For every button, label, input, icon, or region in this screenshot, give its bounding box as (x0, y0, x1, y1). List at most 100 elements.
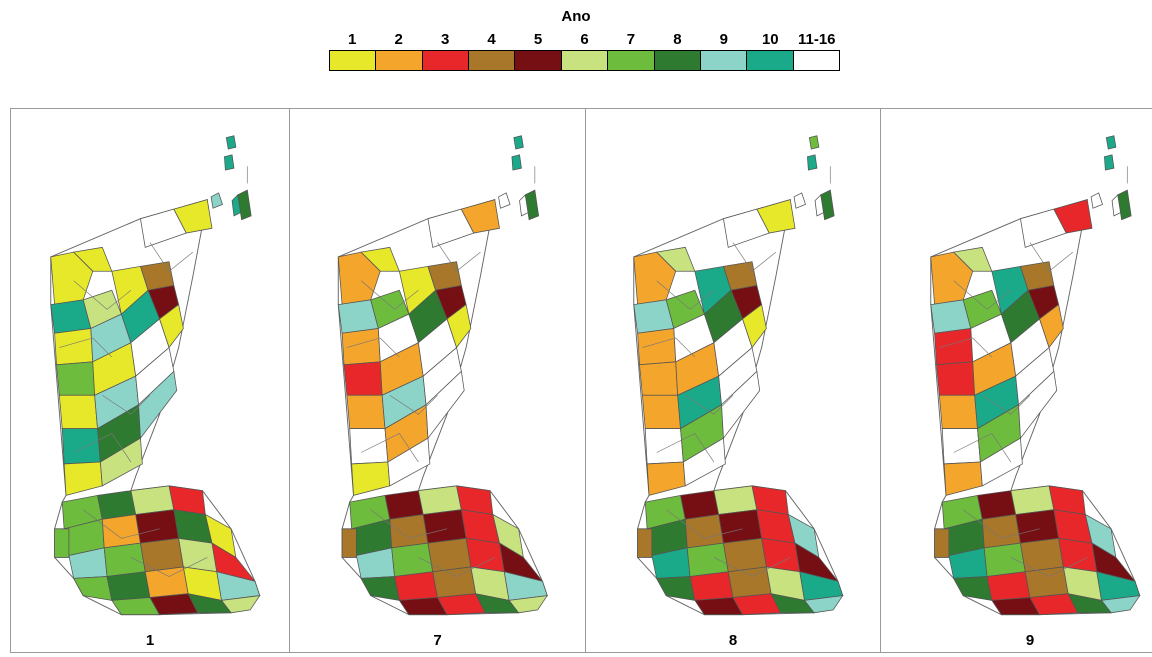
legend-label: 10 (761, 31, 779, 48)
island-stand (1105, 135, 1117, 150)
stand-polygon (723, 537, 767, 573)
legend-label: 4 (487, 31, 496, 48)
island-stand (513, 135, 524, 150)
stand-polygon (99, 437, 143, 487)
stand-polygon (346, 394, 386, 430)
stand-polygon (689, 571, 734, 601)
stand-polygon (686, 542, 729, 577)
stand-polygon (803, 595, 844, 614)
stand-polygon (446, 303, 472, 349)
map (337, 135, 549, 616)
stand-boundary (953, 280, 1012, 310)
stand-boundary (1010, 557, 1088, 577)
map (633, 135, 844, 616)
stand-boundary (59, 337, 113, 358)
stand-boundary (73, 280, 132, 310)
island-stand (498, 192, 511, 209)
legend-label: 3 (440, 31, 450, 48)
island-stand (224, 154, 235, 171)
stand-polygon (343, 361, 383, 396)
stand-polygon (425, 370, 465, 440)
legend-swatch (561, 51, 609, 70)
stand-polygon (173, 199, 213, 234)
island-stand (1104, 154, 1115, 171)
stand-polygon (508, 595, 549, 614)
legend-swatch (793, 51, 839, 70)
stand-polygon (1018, 370, 1058, 440)
legend-label: 8 (673, 31, 682, 48)
stand-polygon (54, 328, 94, 366)
stand-boundary (953, 432, 1012, 463)
stand-polygon (644, 428, 684, 465)
stand-boundary (666, 509, 743, 539)
stand-boundary (642, 337, 696, 358)
legend-swatch (608, 51, 655, 70)
stand-polygon (953, 576, 993, 601)
stand-boundary (418, 557, 495, 577)
island-stand (808, 135, 820, 150)
island-stand (1117, 189, 1132, 221)
stand-polygon (1100, 595, 1141, 614)
stand-polygon (101, 514, 141, 549)
stand-polygon (106, 571, 151, 601)
stand-polygon (682, 437, 726, 487)
stand-boundary (389, 394, 438, 415)
island-stand (793, 192, 806, 209)
stand-polygon (1024, 566, 1069, 598)
legend-title: Ano (561, 8, 591, 25)
stand-boundary (963, 509, 1040, 539)
stand-polygon (684, 514, 724, 549)
map-panel: 9 (880, 108, 1152, 653)
stand-boundary (83, 509, 160, 539)
stand-boundary (73, 432, 132, 463)
legend-swatch (700, 51, 748, 70)
legend-label: 9 (719, 31, 729, 48)
stand-polygon (58, 394, 98, 430)
map (930, 135, 1141, 616)
stand-polygon (1039, 303, 1064, 349)
stand-boundary (361, 432, 419, 463)
stand-polygon (341, 328, 381, 366)
island-stand (524, 189, 540, 221)
legend-label: 7 (626, 31, 636, 48)
stand-polygon (637, 528, 653, 558)
map (50, 135, 261, 616)
stand-polygon (138, 370, 178, 440)
stand-boundary (360, 280, 419, 310)
panel-label: 9 (1025, 632, 1035, 649)
island-stand (1090, 192, 1103, 209)
stand-polygon (639, 361, 679, 396)
stand-polygon (103, 542, 146, 577)
legend-swatch (376, 51, 423, 70)
legend-label: 6 (580, 31, 589, 48)
stand-polygon (50, 251, 94, 306)
stand-polygon (337, 251, 381, 306)
stand-polygon (721, 370, 761, 440)
panel-label: 8 (728, 632, 738, 649)
stand-polygon (941, 428, 981, 465)
stand-boundary (656, 432, 715, 463)
island-stand (807, 154, 818, 171)
stand-polygon (144, 566, 189, 598)
stand-polygon (1053, 199, 1093, 234)
stand-polygon (934, 328, 974, 366)
stand-boundary (346, 337, 400, 358)
stand-boundary (656, 280, 715, 310)
legend-color-bar (329, 50, 840, 71)
stand-polygon (981, 514, 1021, 549)
stand-boundary (102, 394, 151, 415)
stand-boundary (130, 557, 208, 577)
legend-swatch (515, 51, 562, 70)
stand-polygon (986, 571, 1031, 601)
stand-boundary (713, 557, 791, 577)
stand-polygon (979, 437, 1023, 487)
stand-polygon (387, 437, 431, 487)
stand-polygon (1020, 537, 1064, 573)
stand-polygon (938, 394, 978, 430)
stand-polygon (930, 251, 974, 306)
stand-boundary (1029, 242, 1074, 272)
island-stand (210, 192, 223, 209)
stand-polygon (391, 542, 434, 577)
map-panel: 1 (10, 108, 290, 653)
stand-boundary (437, 242, 481, 272)
